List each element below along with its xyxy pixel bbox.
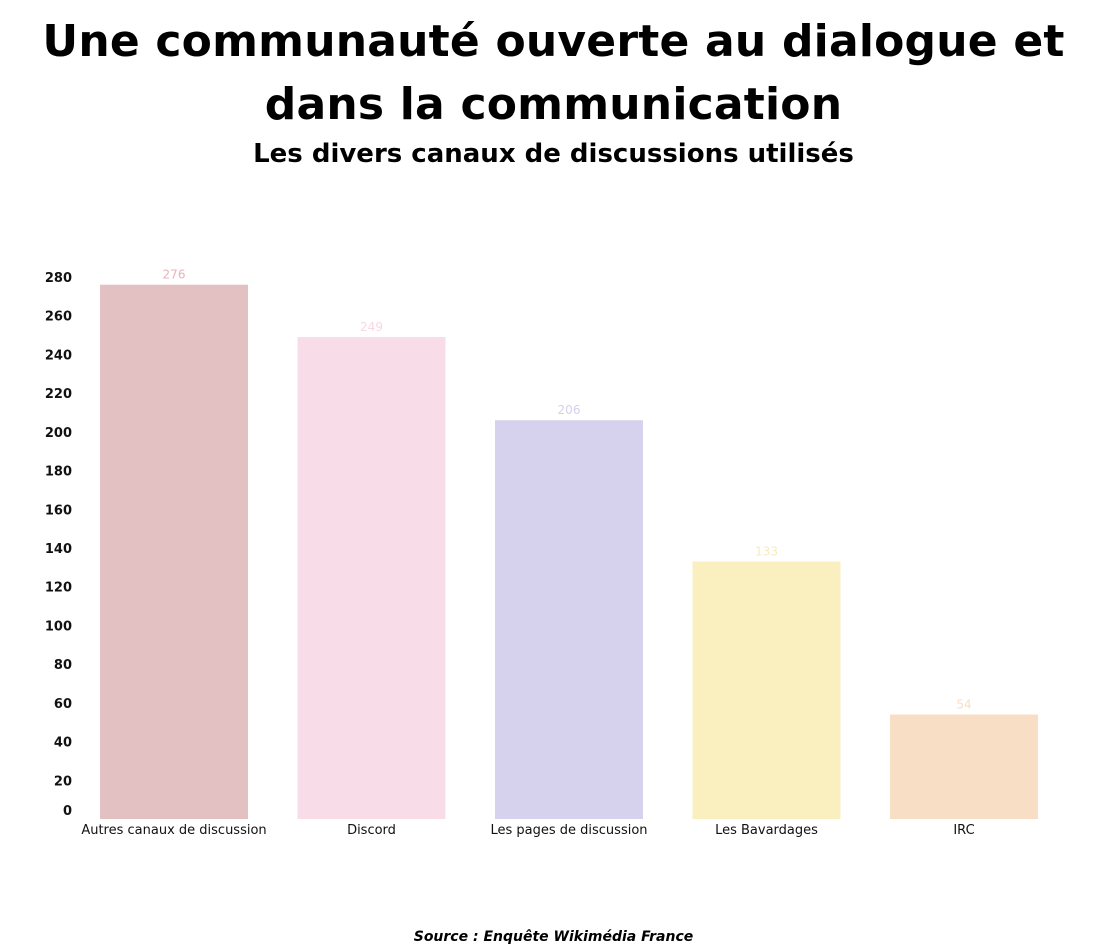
y-axis: 0 20 40 60 80 100 120 140 160 180 200 220 240 260 280 [45,271,72,819]
x-category-label: Les pages de discussion [490,823,647,838]
x-category-label: IRC [953,823,974,838]
bar [297,337,446,819]
bar-value-label: 249 [360,320,383,334]
bar [100,284,248,819]
y-tick-label: 100 [45,619,72,634]
x-axis: Autres canaux de discussion Discord Les pa… [81,823,974,838]
x-category-label: Les Bavardages [715,823,818,838]
y-tick-label: 60 [54,697,72,712]
chart-title: Une communauté ouverte au dialogue et da… [42,16,1065,130]
bar [692,561,841,819]
y-tick-label: 40 [54,736,72,751]
y-tick-label: 240 [45,348,72,363]
y-tick-label: 200 [45,426,72,441]
bar-value-label: 206 [558,403,581,417]
y-tick-label: 140 [45,542,72,557]
y-tick-label: 0 [63,804,72,819]
bars [100,284,1038,819]
x-category-label: Autres canaux de discussion [81,823,266,838]
data-labels: 276 249 206 133 54 [163,268,972,712]
x-category-label: Discord [347,823,396,838]
y-tick-label: 260 [45,310,72,325]
y-tick-label: 160 [45,503,72,518]
bar-value-label: 276 [163,268,186,282]
y-tick-label: 120 [45,581,72,596]
source-note: Source : Enquête Wikimédia France [413,929,694,945]
y-tick-label: 80 [54,658,72,673]
bar [890,714,1038,819]
y-tick-label: 280 [45,271,72,286]
y-tick-label: 180 [45,465,72,480]
y-tick-label: 220 [45,387,72,402]
bar-chart: 020406080100120140160180200220240260280 … [45,268,1038,838]
y-tick-label: 20 [54,774,72,789]
bar [495,420,643,819]
chart-subtitle: Les divers canaux de discussions utilisé… [253,139,854,169]
bar-value-label: 54 [956,697,971,711]
bar-value-label: 133 [755,545,778,559]
